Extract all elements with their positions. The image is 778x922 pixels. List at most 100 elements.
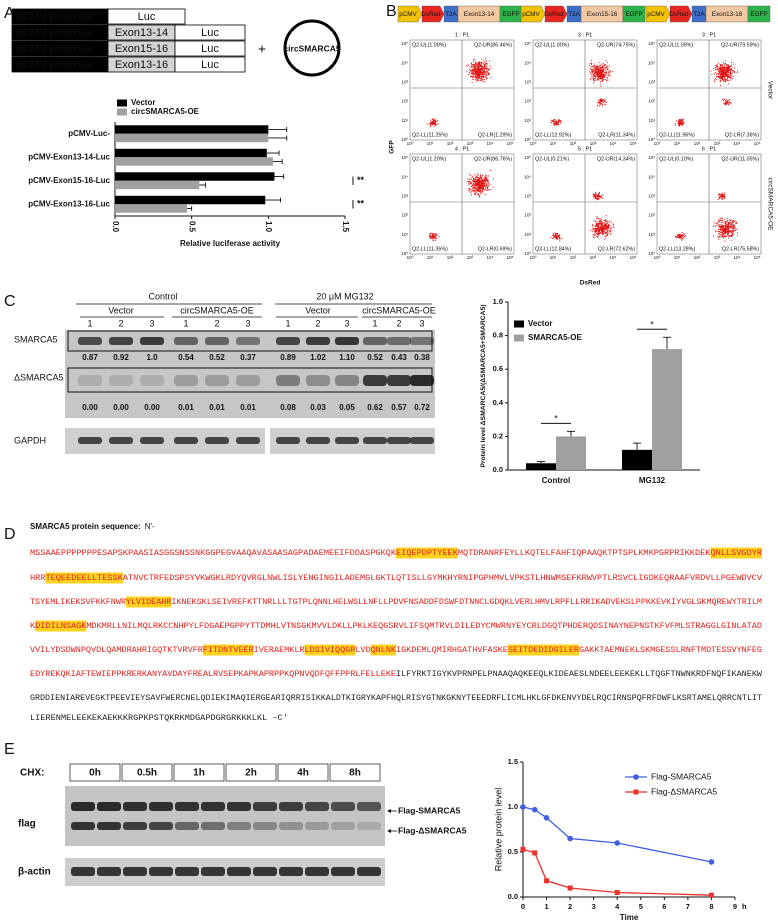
event-dot (478, 77, 480, 79)
event-dot (601, 222, 603, 224)
event-dot (558, 121, 560, 123)
event-dot (595, 76, 597, 78)
quant-value: 0.01 (209, 403, 225, 412)
row-label: SMARCA5 (14, 334, 58, 344)
event-dot (480, 62, 482, 64)
event-dot (728, 225, 730, 227)
event-dot (481, 183, 482, 185)
event-dot (608, 225, 610, 227)
event-dot (596, 65, 598, 67)
x-tick-label: 10⁰ (407, 141, 414, 146)
construct-label: Exon15-16 (115, 43, 168, 55)
event-dot (677, 123, 679, 125)
band (97, 822, 121, 830)
event-dot (725, 100, 727, 102)
event-dot (601, 220, 602, 222)
event-dot (718, 229, 720, 230)
event-dot (605, 222, 607, 224)
event-dot (724, 73, 726, 75)
event-dot (591, 62, 593, 64)
point (520, 846, 526, 852)
event-dot (594, 194, 596, 196)
event-dot (722, 237, 724, 239)
event-dot (722, 74, 723, 76)
event-dot (474, 192, 476, 194)
event-dot (718, 68, 720, 69)
event-dot (553, 232, 555, 234)
event-dot (721, 232, 723, 234)
event-dot (433, 124, 435, 125)
event-dot (730, 227, 732, 229)
event-dot (731, 229, 733, 231)
bar (115, 204, 188, 213)
event-dot (603, 69, 604, 71)
event-dot (604, 76, 605, 77)
event-dot (597, 69, 599, 71)
legend-swatch (117, 108, 127, 116)
event-dot (735, 229, 736, 231)
event-dot (606, 234, 608, 236)
event-dot (558, 238, 560, 239)
event-dot (598, 231, 600, 232)
event-dot (556, 238, 558, 240)
event-dot (727, 77, 728, 79)
event-dot (590, 77, 592, 79)
event-dot (483, 67, 485, 69)
event-dot (592, 71, 594, 73)
point (614, 890, 620, 895)
event-dot (475, 79, 477, 81)
event-dot (480, 68, 482, 70)
event-dot (467, 183, 469, 185)
event-dot (594, 72, 596, 74)
event-dot (725, 226, 727, 228)
event-dot (728, 102, 729, 104)
event-dot (603, 100, 605, 102)
event-dot (470, 182, 472, 184)
time-box (277, 763, 329, 782)
band (175, 802, 199, 811)
event-dot (723, 235, 725, 237)
event-dot (724, 233, 726, 235)
event-dot (597, 73, 599, 75)
event-dot (607, 234, 609, 235)
x-tick-label: 1 (544, 902, 548, 911)
event-dot (594, 75, 595, 77)
event-dot (726, 79, 728, 81)
event-dot (482, 75, 484, 77)
event-dot (606, 61, 608, 63)
event-dot (600, 103, 602, 104)
event-dot (478, 75, 480, 76)
event-dot (721, 75, 723, 77)
event-dot (431, 237, 433, 239)
x-tick-label: 10² (694, 141, 701, 146)
band (363, 337, 387, 345)
event-dot (719, 68, 721, 70)
event-dot (722, 219, 723, 221)
event-dot (478, 73, 480, 75)
event-dot (678, 119, 680, 121)
event-dot (471, 185, 473, 187)
event-dot (482, 79, 484, 80)
event-dot (730, 66, 731, 68)
event-dot (481, 185, 483, 186)
event-dot (556, 124, 558, 126)
event-dot (473, 76, 475, 78)
event-dot (724, 75, 726, 77)
event-dot (601, 223, 603, 225)
event-dot (730, 70, 732, 72)
event-dot (486, 70, 488, 72)
event-dot (721, 72, 723, 73)
event-dot (485, 189, 487, 191)
event-dot (722, 64, 724, 66)
event-dot (469, 181, 471, 182)
event-dot (722, 228, 724, 230)
point (544, 878, 550, 884)
event-dot (589, 79, 591, 81)
event-dot (678, 123, 680, 125)
event-dot (483, 187, 485, 189)
x-tick-label: 10² (570, 141, 577, 146)
quant-value: 0.89 (280, 353, 296, 362)
event-dot (482, 60, 484, 62)
event-dot (594, 65, 596, 67)
event-dot (721, 198, 723, 200)
